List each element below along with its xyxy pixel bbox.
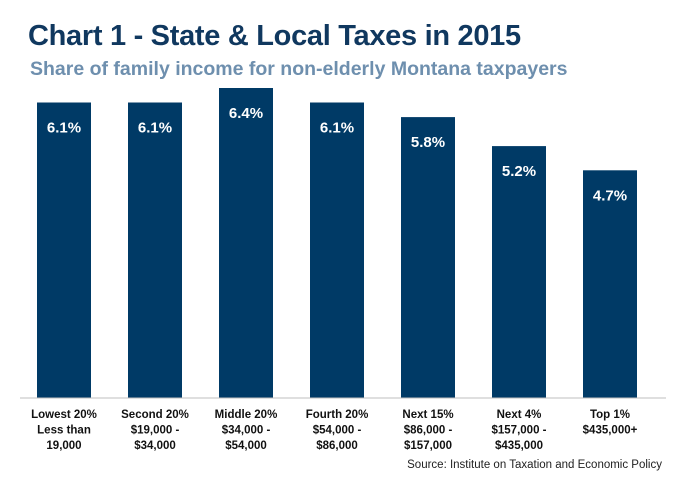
bar-value-label: 6.4% [229,105,263,122]
bar-value-label: 5.8% [411,134,445,151]
category-label: $86,000 - [404,425,453,437]
bar-1 [37,102,91,398]
bar-3 [219,88,273,398]
bar-7 [583,170,637,398]
category-labels-group: Lowest 20% Less than 19,000 Second 20% $19,0… [31,409,638,452]
bar-2 [128,102,182,398]
category-label: $86,000 [316,440,358,452]
category-label: $34,000 [134,440,176,452]
category-label: $157,000 - [492,425,547,437]
category-label: Fourth 20% [306,409,369,421]
category-label: Middle 20% [215,409,278,421]
bars-group: 6.1% 6.1% 6.4% 6.1% 5.8% 5.2% 4.7% [37,88,637,398]
category-label: $435,000 [495,440,543,452]
category-label: Top 1% [590,409,630,421]
category-label: $435,000+ [583,425,638,437]
source-note: Source: Institute on Taxation and Econom… [407,459,662,471]
bar-value-label: 6.1% [320,120,354,137]
bar-4 [310,102,364,398]
category-label: Next 15% [402,409,453,421]
category-label: Next 4% [497,409,542,421]
category-label: $54,000 [225,440,267,452]
bar-value-label: 4.7% [593,187,627,204]
bar-value-label: 6.1% [47,120,81,137]
category-label: $54,000 - [313,425,362,437]
category-label: $157,000 [404,440,452,452]
category-label: 19,000 [46,440,81,452]
category-label: $34,000 - [222,425,271,437]
category-label: $19,000 - [131,425,180,437]
bar-value-label: 6.1% [138,120,172,137]
category-label: Less than [37,425,91,437]
category-label: Second 20% [121,409,189,421]
category-label: Lowest 20% [31,409,97,421]
bar-value-label: 5.2% [502,163,536,180]
chart-title: Chart 1 - State & Local Taxes in 2015 [28,20,521,52]
bar-6 [492,146,546,398]
chart-subtitle: Share of family income for non-elderly M… [30,58,568,80]
bar-5 [401,117,455,398]
